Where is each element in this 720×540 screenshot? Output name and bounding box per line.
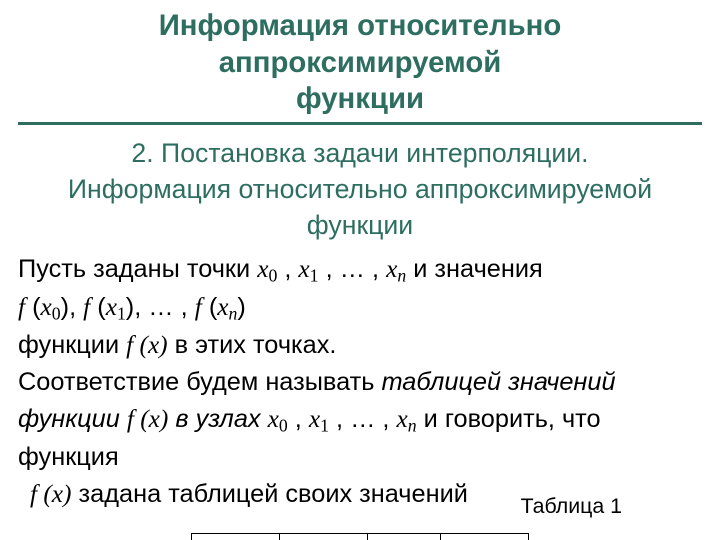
p2-a: функции <box>18 331 126 359</box>
p3-a: Соответствие будем называть <box>18 368 381 396</box>
table-cell: xn <box>440 534 528 540</box>
table-row: x0 x1 … xn <box>192 534 528 540</box>
body-paragraph: Пусть заданы точки x0 , x1 , … , xn и зн… <box>18 251 702 512</box>
table-cell: x1 <box>280 534 368 540</box>
table-cell: … <box>367 534 440 540</box>
p3-em: таблицей значений <box>381 368 615 396</box>
table-cell: x0 <box>192 534 280 540</box>
p1-points: x0 , x1 , … , xn <box>257 255 406 283</box>
title-line2: функции <box>296 82 424 115</box>
p5-a: задана таблицей своих значений <box>79 480 468 508</box>
subtitle-line1: 2. Постановка задачи интерполяции. <box>131 138 588 168</box>
subtitle-line3: функции <box>307 210 413 240</box>
title-line1: Информация относительно аппроксимируемой <box>159 9 562 79</box>
p2-fx: f (x) <box>126 331 167 359</box>
p1-a: Пусть заданы точки <box>18 255 257 283</box>
p1-b: и значения <box>413 255 542 283</box>
p4-fx: f (x) <box>127 405 168 433</box>
subtitle-line2: Информация относительно аппроксимируемой <box>68 174 652 204</box>
p2-b: в этих точках. <box>175 331 337 359</box>
p4-nodes: x0 , x1 , … , xn <box>268 405 417 433</box>
page-title: Информация относительно аппроксимируемой… <box>18 8 702 118</box>
value-table: x0 x1 … xn f(x0) f(x1) … f(xn) <box>191 533 528 540</box>
section-subtitle: 2. Постановка задачи интерполяции. Инфор… <box>18 135 702 243</box>
p4-a: в узлах <box>175 405 267 433</box>
p1-values: f (x0), f (x1), … , f (xn) <box>18 293 246 321</box>
slide: Информация относительно аппроксимируемой… <box>0 0 720 540</box>
p5-fx: f (x) <box>30 480 71 508</box>
title-underline <box>18 122 702 125</box>
p4-em: функции <box>18 405 127 433</box>
